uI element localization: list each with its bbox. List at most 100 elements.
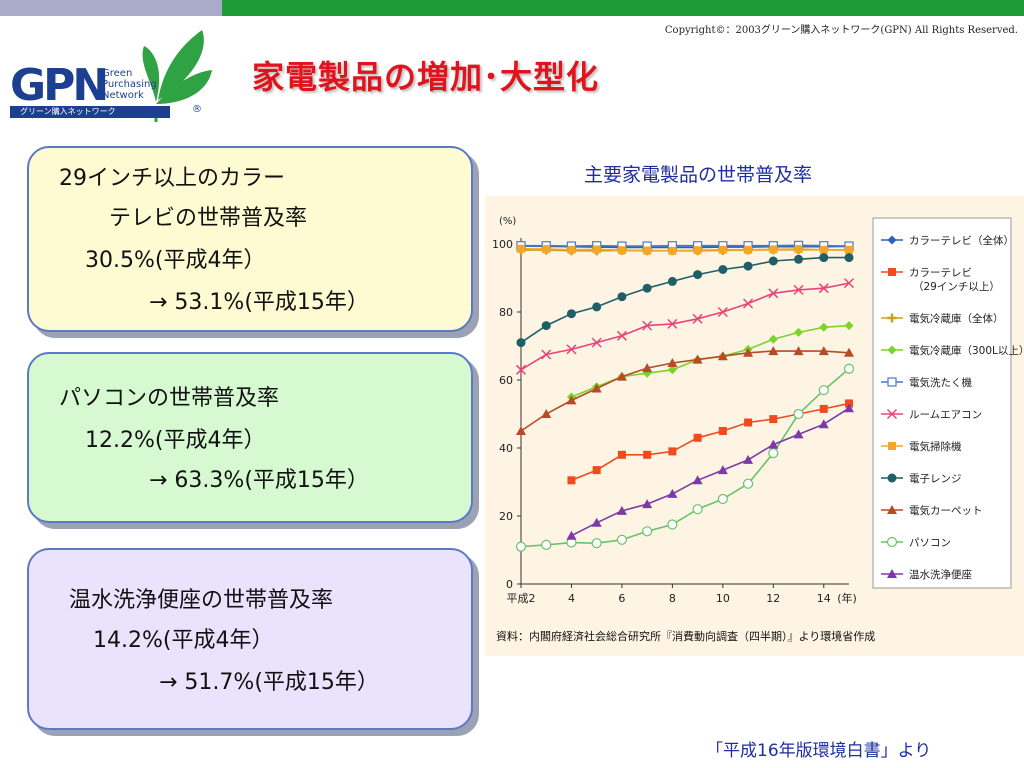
data-point: [592, 466, 601, 475]
card-line: 14.2%(平成4年）: [93, 628, 274, 653]
legend-entry: 温水洗浄便座: [881, 568, 972, 581]
data-point: [768, 288, 779, 299]
credit-text: 「平成16年版環境白書」より: [706, 741, 932, 761]
data-point: [743, 298, 754, 309]
data-point: [818, 346, 829, 356]
data-point: [642, 320, 653, 331]
legend-label: 電気掃除機: [909, 440, 962, 453]
logo-letters: GPN: [10, 60, 109, 111]
legend-label: カラーテレビ（全体）: [909, 234, 1014, 247]
data-point: [844, 403, 854, 413]
data-point: [793, 346, 804, 356]
data-point: [768, 346, 779, 356]
data-point: [844, 347, 854, 357]
data-point: [642, 526, 653, 537]
data-point: [567, 476, 576, 485]
series-5: [515, 278, 855, 375]
legend-entry: パソコン: [881, 536, 951, 549]
data-point: [769, 415, 778, 424]
data-point: [717, 306, 728, 318]
data-point: [887, 473, 897, 483]
card-line: 29インチ以上のカラー: [59, 166, 285, 191]
series-7: [516, 253, 854, 348]
data-point: [668, 447, 677, 456]
logo-tagline: グリーン購入ネットワーク: [10, 106, 170, 118]
data-point: [718, 427, 727, 435]
data-point: [744, 245, 753, 254]
series-6: [517, 244, 853, 255]
data-point: [887, 377, 897, 387]
legend-label: 電気洗たく機: [909, 376, 972, 389]
data-point: [768, 439, 779, 449]
legend-entry: カラーテレビ（全体）: [881, 234, 1014, 247]
legend-entry: カラーテレビ （29インチ以上）: [881, 267, 1000, 293]
data-point: [692, 354, 703, 364]
data-point: [517, 244, 525, 253]
data-point: [592, 302, 602, 312]
chart-title: 主要家電製品の世帯普及率: [584, 164, 813, 186]
data-point: [642, 499, 653, 509]
pc-stats-card: パソコンの世帯普及率 12.2%(平成4年） → 63.3%(平成15年）: [27, 352, 473, 523]
data-point: [794, 245, 803, 254]
data-point: [541, 409, 552, 418]
logo-words: Green Purchasing Network: [102, 68, 157, 101]
data-point: [566, 344, 577, 355]
data-point: [887, 235, 897, 245]
data-point: [768, 448, 779, 459]
copyright-text: Copyright©：2003グリーン購入ネットワーク(GPN) All Rig…: [664, 25, 1018, 36]
data-point: [743, 454, 754, 464]
data-point: [819, 322, 829, 332]
y-tick-label: 20: [499, 510, 513, 523]
legend-label: 電子レンジ: [909, 473, 962, 485]
data-point: [692, 313, 703, 324]
card-line: → 51.7%(平成15年）: [159, 670, 379, 695]
series-line: [571, 407, 850, 537]
series-8: [516, 346, 854, 435]
y-tick-label: 40: [499, 442, 513, 455]
legend-entry: ルームエアコン: [881, 408, 982, 421]
y-tick-label: 80: [499, 306, 513, 319]
data-point: [541, 539, 552, 550]
registered-mark: ®: [192, 104, 202, 115]
gpn-logo: GPN Green Purchasing Network グリーン購入ネットワー…: [6, 24, 216, 124]
data-point: [566, 395, 577, 405]
legend-label: 電気冷蔵庫（300L以上）: [909, 344, 1024, 357]
data-point: [692, 475, 703, 485]
data-point: [567, 245, 576, 254]
card-line: 30.5%(平成4年）: [85, 248, 266, 273]
data-point: [843, 278, 855, 289]
legend-label: パソコン: [909, 537, 951, 549]
data-point: [667, 276, 677, 286]
legend-entry: 電子レンジ: [881, 473, 962, 485]
logo-word-purchasing: Purchasing: [102, 79, 157, 90]
x-tick-label: 6: [618, 592, 625, 605]
data-point: [542, 245, 551, 254]
data-point: [819, 253, 829, 263]
y-tick-label: 0: [506, 578, 513, 591]
toilet-seat-stats-card: 温水洗浄便座の世帯普及率 14.2%(平成4年） → 51.7%(平成15年）: [27, 548, 473, 730]
data-point: [793, 284, 804, 295]
y-tick-label: 60: [499, 374, 513, 387]
data-point: [887, 313, 897, 323]
x-tick-label: 10: [716, 592, 730, 605]
series-line: [571, 324, 850, 398]
data-point: [693, 433, 702, 442]
legend-label: ルームエアコン: [909, 409, 982, 421]
data-point: [717, 351, 728, 361]
legend-label: 電気カーペット: [909, 504, 983, 517]
data-point: [717, 465, 728, 475]
data-point: [667, 519, 678, 530]
data-point: [818, 283, 829, 294]
page-title: 家電製品の増加･大型化: [252, 58, 600, 96]
data-point: [591, 538, 602, 549]
data-point: [591, 337, 602, 348]
data-point: [793, 429, 804, 439]
legend-entry: 電気冷蔵庫（全体）: [881, 312, 1004, 325]
data-point: [642, 283, 652, 293]
data-point: [667, 318, 678, 329]
card-line: テレビの世帯普及率: [109, 206, 308, 231]
data-point: [692, 504, 703, 515]
data-point: [886, 536, 898, 548]
series-9: [515, 363, 855, 552]
data-point: [887, 505, 897, 514]
